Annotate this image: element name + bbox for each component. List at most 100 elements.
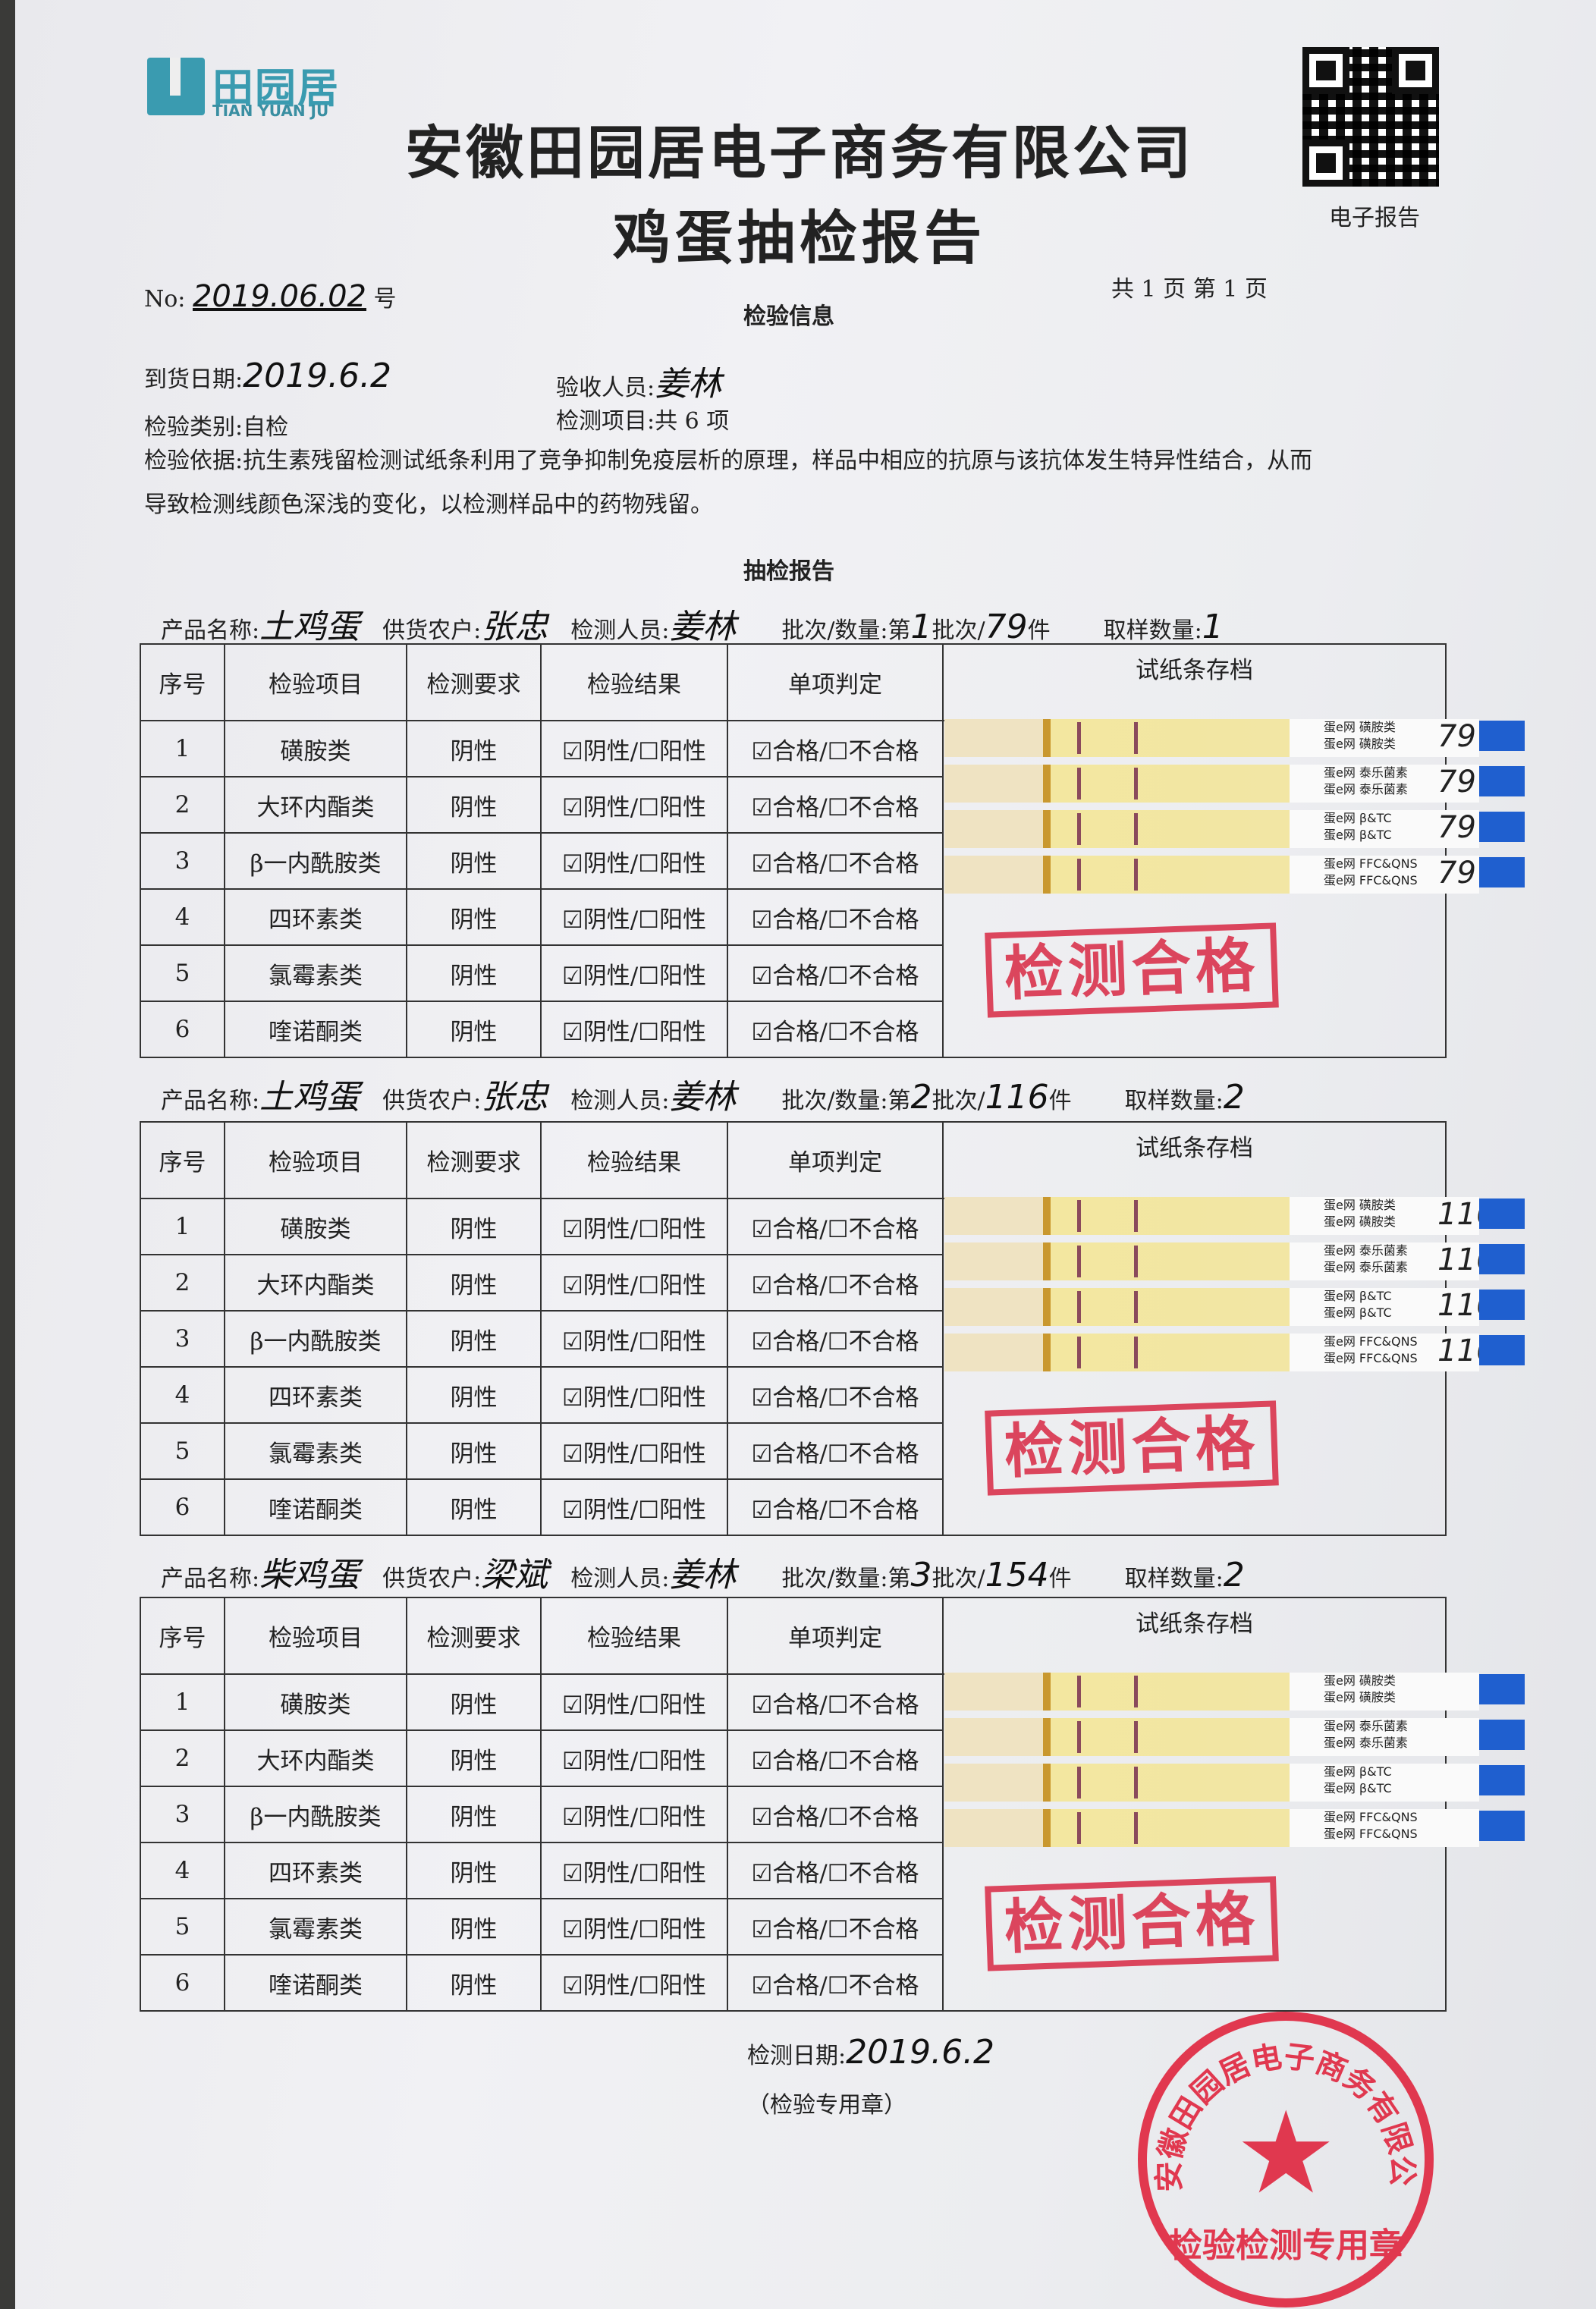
result-checkbox[interactable]: ☑阴性/☐阳性	[540, 944, 728, 1002]
strip-label: 蛋e网 β&TC 蛋e网 β&TC	[1290, 1764, 1479, 1802]
batch-mid: 批次/	[932, 617, 985, 644]
test-strip: 蛋e网 泰乐菌素 蛋e网 泰乐菌素 116	[944, 1242, 1525, 1280]
judgement-checkbox[interactable]: ☑合格/☐不合格	[727, 1310, 944, 1368]
result-checkbox[interactable]: ☑阴性/☐阳性	[540, 1310, 728, 1368]
result-checkbox[interactable]: ☑阴性/☐阳性	[540, 1422, 728, 1480]
number-label: No:	[144, 286, 186, 313]
result-checkbox[interactable]: ☑阴性/☐阳性	[540, 832, 728, 890]
strip-label: 蛋e网 FFC&QNS 蛋e网 FFC&QNS	[1290, 1334, 1479, 1371]
column-header: 序号	[140, 1121, 225, 1199]
requirement: 阴性	[406, 1198, 542, 1255]
judgement-checkbox[interactable]: ☑合格/☐不合格	[727, 1478, 944, 1536]
requirement: 阴性	[406, 1842, 542, 1899]
result-checkbox[interactable]: ☑阴性/☐阳性	[540, 1729, 728, 1787]
strip-label: 蛋e网 泰乐菌素 蛋e网 泰乐菌素	[1290, 765, 1479, 803]
column-header: 序号	[140, 1597, 225, 1675]
judgement-checkbox[interactable]: ☑合格/☐不合格	[727, 1422, 944, 1480]
judgement-checkbox[interactable]: ☑合格/☐不合格	[727, 1254, 944, 1312]
requirement: 阴性	[406, 1366, 542, 1424]
test-strip: 蛋e网 β&TC 蛋e网 β&TC	[944, 1764, 1525, 1802]
result-checkbox[interactable]: ☑阴性/☐阳性	[540, 1478, 728, 1536]
inspection-basis-cont: 导致检测线颜色深浅的变化，以检测样品中的药物残留。	[144, 492, 713, 518]
table-row: 2 大环内酯类 阴性 ☑阴性/☐阳性 ☑合格/☐不合格	[140, 776, 1446, 834]
strip-pad	[944, 856, 1290, 894]
test-item: 四环素类	[224, 1366, 407, 1424]
requirement: 阴性	[406, 1478, 542, 1536]
row-index: 4	[140, 1842, 225, 1899]
test-item: 氯霉素类	[224, 1898, 407, 1956]
result-checkbox[interactable]: ☑阴性/☐阳性	[540, 1898, 728, 1956]
table-header: 序号 检验项目 检测要求 检验结果 单项判定 试纸条存档	[140, 1597, 1447, 1675]
result-checkbox[interactable]: ☑阴性/☐阳性	[540, 1198, 728, 1255]
column-header: 检验项目	[224, 1121, 407, 1199]
judgement-checkbox[interactable]: ☑合格/☐不合格	[727, 944, 944, 1002]
judgement-checkbox[interactable]: ☑合格/☐不合格	[727, 1729, 944, 1787]
result-checkbox[interactable]: ☑阴性/☐阳性	[540, 776, 728, 834]
strip-label: 蛋e网 FFC&QNS 蛋e网 FFC&QNS	[1290, 1809, 1479, 1847]
column-header: 检验结果	[540, 1121, 728, 1199]
strip-label: 蛋e网 β&TC 蛋e网 β&TC	[1290, 1288, 1479, 1326]
judgement-checkbox[interactable]: ☑合格/☐不合格	[727, 720, 944, 778]
row-index: 1	[140, 720, 225, 778]
table-row: 2 大环内酯类 阴性 ☑阴性/☐阳性 ☑合格/☐不合格	[140, 1729, 1446, 1787]
info-heading: 检验信息	[743, 303, 834, 330]
test-strip: 蛋e网 FFC&QNS 蛋e网 FFC&QNS 79	[944, 856, 1525, 894]
strip-pad	[944, 765, 1290, 803]
test-strip: 蛋e网 磺胺类 蛋e网 磺胺类 116	[944, 1197, 1525, 1235]
supplier-name: 梁斌	[481, 1556, 548, 1594]
column-header: 试纸条存档	[942, 1597, 1447, 1675]
judgement-checkbox[interactable]: ☑合格/☐不合格	[727, 1842, 944, 1899]
strip-label: 蛋e网 β&TC 蛋e网 β&TC	[1290, 810, 1479, 848]
requirement: 阴性	[406, 1422, 542, 1480]
result-checkbox[interactable]: ☑阴性/☐阳性	[540, 1954, 728, 2012]
judgement-checkbox[interactable]: ☑合格/☐不合格	[727, 1954, 944, 2012]
judgement-checkbox[interactable]: ☑合格/☐不合格	[727, 888, 944, 946]
judgement-checkbox[interactable]: ☑合格/☐不合格	[727, 776, 944, 834]
requirement: 阴性	[406, 1254, 542, 1312]
inspector-name: 姜林	[669, 1078, 737, 1117]
judgement-checkbox[interactable]: ☑合格/☐不合格	[727, 1673, 944, 1731]
result-checkbox[interactable]: ☑阴性/☐阳性	[540, 1254, 728, 1312]
strip-label: 蛋e网 泰乐菌素 蛋e网 泰乐菌素	[1290, 1242, 1479, 1280]
strip-handle	[1479, 1674, 1525, 1704]
strip-handle	[1479, 1198, 1525, 1229]
qr-code-icon[interactable]	[1302, 47, 1439, 187]
result-checkbox[interactable]: ☑阴性/☐阳性	[540, 1842, 728, 1899]
table-row: 3 β一内酰胺类 阴性 ☑阴性/☐阳性 ☑合格/☐不合格	[140, 1310, 1446, 1368]
result-checkbox[interactable]: ☑阴性/☐阳性	[540, 1366, 728, 1424]
inspection-table: 序号 检验项目 检测要求 检验结果 单项判定 试纸条存档 1 磺胺类 阴性 ☑阴性/☐阳性 ☑合格/…	[140, 643, 1447, 1058]
qr-caption: 电子报告	[1329, 205, 1420, 231]
judgement-checkbox[interactable]: ☑合格/☐不合格	[727, 1786, 944, 1843]
table-header: 序号 检验项目 检测要求 检验结果 单项判定 试纸条存档	[140, 1121, 1447, 1199]
strip-pad	[944, 1242, 1290, 1280]
number-suffix: 号	[373, 286, 397, 313]
batch-number: 1	[910, 608, 932, 646]
logo-subtext: TIAN YUAN JU	[212, 102, 329, 120]
test-strip: 蛋e网 泰乐菌素 蛋e网 泰乐菌素	[944, 1718, 1525, 1756]
judgement-checkbox[interactable]: ☑合格/☐不合格	[727, 1366, 944, 1424]
column-header: 检验结果	[540, 1597, 728, 1675]
row-index: 5	[140, 944, 225, 1002]
result-checkbox[interactable]: ☑阴性/☐阳性	[540, 888, 728, 946]
batch-number: 3	[910, 1556, 932, 1594]
judgement-checkbox[interactable]: ☑合格/☐不合格	[727, 832, 944, 890]
column-header: 检测要求	[406, 1121, 542, 1199]
column-header: 检验结果	[540, 643, 728, 721]
result-checkbox[interactable]: ☑阴性/☐阳性	[540, 1786, 728, 1843]
arrival-date: 到货日期:2019.6.2	[144, 357, 392, 395]
table-row: 4 四环素类 阴性 ☑阴性/☐阳性 ☑合格/☐不合格	[140, 888, 1446, 946]
row-index: 3	[140, 1310, 225, 1368]
judgement-checkbox[interactable]: ☑合格/☐不合格	[727, 1198, 944, 1255]
result-checkbox[interactable]: ☑阴性/☐阳性	[540, 1673, 728, 1731]
star-icon: ★	[1235, 2088, 1337, 2219]
test-item: 喹诺酮类	[224, 1478, 407, 1536]
row-index: 4	[140, 888, 225, 946]
strip-handle	[1479, 1765, 1525, 1795]
judgement-checkbox[interactable]: ☑合格/☐不合格	[727, 1001, 944, 1058]
strip-number: 79	[1437, 719, 1476, 754]
strip-handle	[1479, 1811, 1525, 1841]
result-checkbox[interactable]: ☑阴性/☐阳性	[540, 720, 728, 778]
batch-quantity: 154	[985, 1556, 1049, 1594]
judgement-checkbox[interactable]: ☑合格/☐不合格	[727, 1898, 944, 1956]
result-checkbox[interactable]: ☑阴性/☐阳性	[540, 1001, 728, 1058]
